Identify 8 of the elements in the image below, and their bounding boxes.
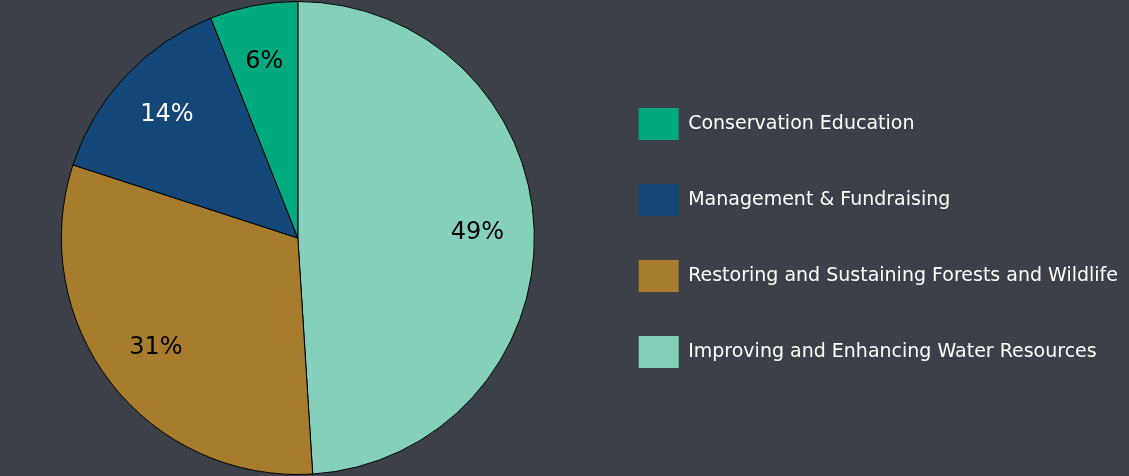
data-label: 6% <box>245 45 284 74</box>
legend-label: Management & Fundraising <box>688 186 951 209</box>
legend-label: Improving and Enhancing Water Resources <box>688 338 1097 361</box>
legend-label: Conservation Education <box>688 110 915 133</box>
data-label: 49% <box>450 216 505 245</box>
legend-label: Restoring and Sustaining Forests and Wildlife <box>688 262 1119 285</box>
data-label: 31% <box>129 332 183 361</box>
data-label: 14% <box>140 99 194 128</box>
